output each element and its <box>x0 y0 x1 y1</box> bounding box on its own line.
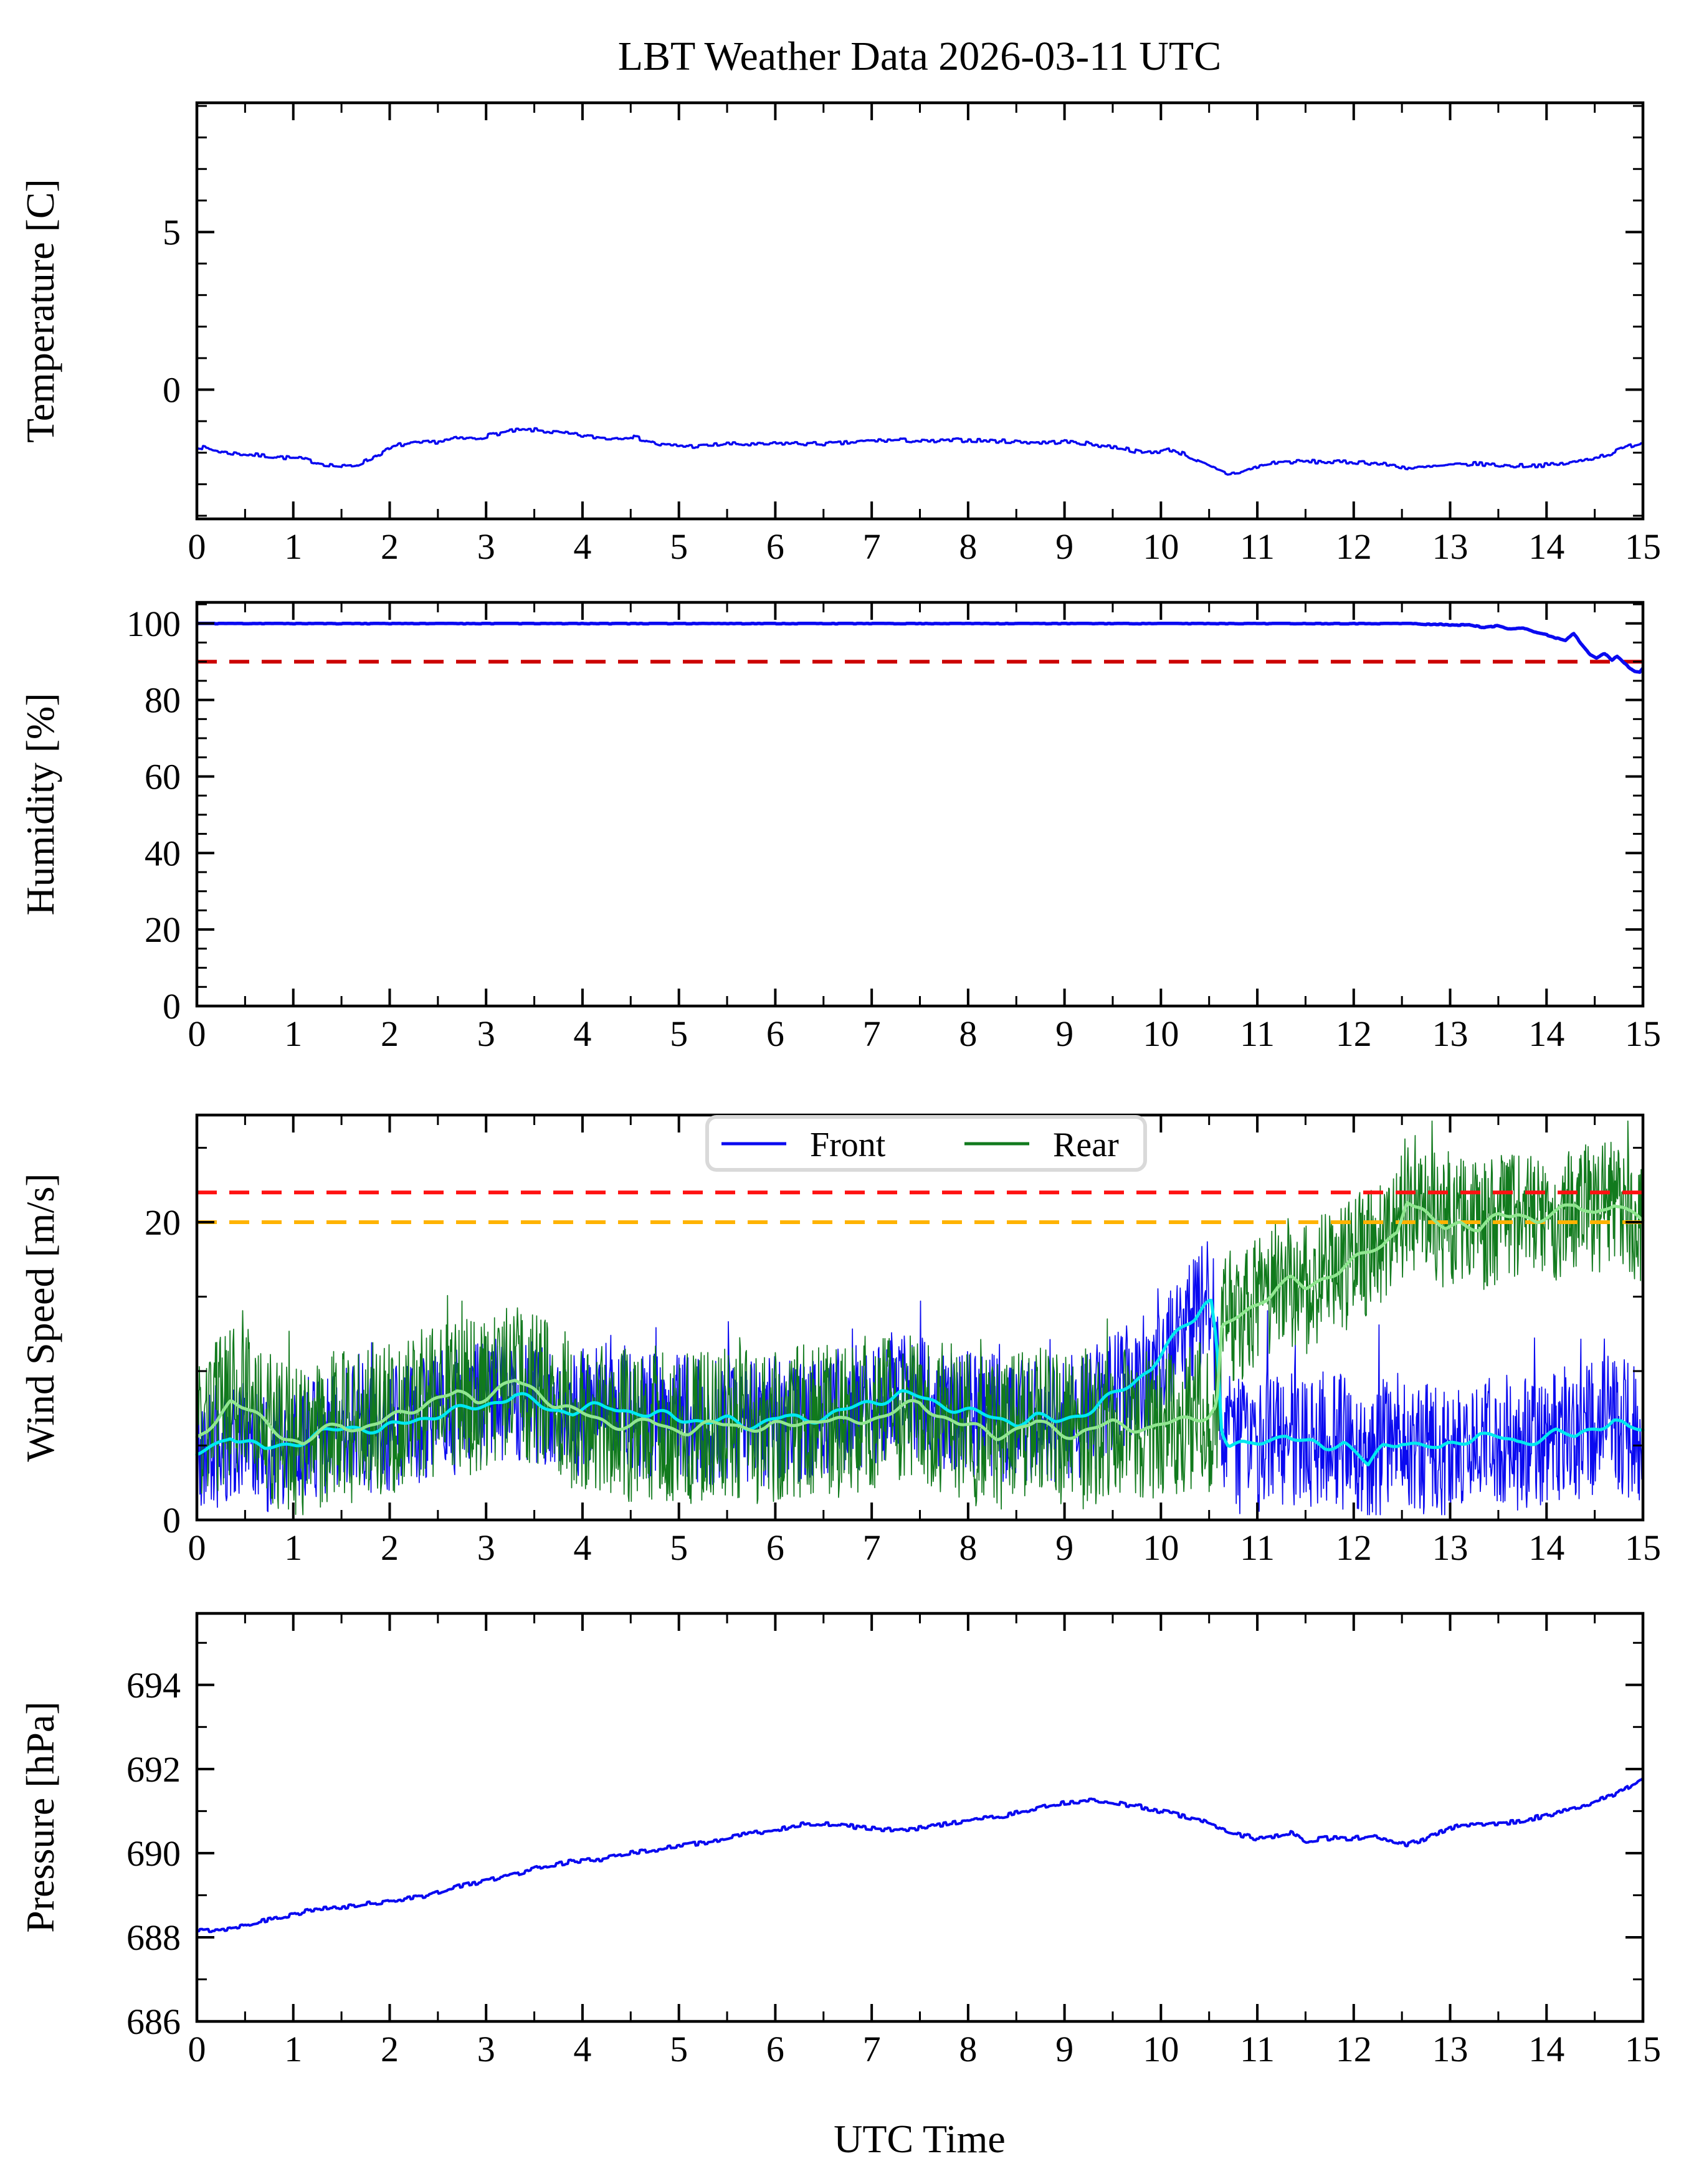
series-pressure <box>196 1777 1644 1934</box>
x-tick-label: 10 <box>1143 1527 1179 1568</box>
y-tick-label: 40 <box>145 833 181 873</box>
x-tick-label: 8 <box>959 2029 977 2069</box>
x-tick-label: 2 <box>381 1014 399 1054</box>
legend-box <box>705 1115 1147 1172</box>
x-tick-label: 4 <box>573 526 591 567</box>
x-tick-label: 5 <box>670 1014 688 1054</box>
x-tick-label: 13 <box>1432 2029 1468 2069</box>
y-tick-label: 0 <box>163 986 181 1027</box>
x-tick-label: 12 <box>1336 526 1372 567</box>
x-tick-label: 11 <box>1240 1014 1275 1054</box>
legend-front-label: Front <box>810 1126 886 1164</box>
x-axis-label: UTC Time <box>834 2117 1006 2161</box>
x-tick-label: 15 <box>1625 2029 1661 2069</box>
x-tick-label: 10 <box>1143 2029 1179 2069</box>
x-tick-label: 6 <box>766 2029 784 2069</box>
y-tick-label: 690 <box>126 1833 181 1874</box>
y-tick-label: 5 <box>163 212 181 252</box>
y-tick-label: 692 <box>126 1749 181 1790</box>
x-tick-label: 5 <box>670 1527 688 1568</box>
wind-legend: Front Rear <box>705 1115 1147 1172</box>
y-axis-label-pressure: Pressure [hPa] <box>18 1701 62 1932</box>
x-tick-label: 11 <box>1240 1527 1275 1568</box>
axes-frame-temperature <box>195 101 1645 521</box>
x-tick-label: 8 <box>959 1527 977 1568</box>
x-tick-label: 1 <box>284 526 302 567</box>
x-tick-label: 1 <box>284 1527 302 1568</box>
x-tick-label: 6 <box>766 1014 784 1054</box>
x-tick-label: 9 <box>1055 1014 1073 1054</box>
x-tick-label: 10 <box>1143 1014 1179 1054</box>
y-axis-label-humidity: Humidity [%] <box>18 693 62 915</box>
y-tick-label: 20 <box>145 1202 181 1243</box>
x-tick-label: 1 <box>284 2029 302 2069</box>
y-tick-label: 100 <box>126 604 181 644</box>
x-tick-label: 3 <box>477 1527 495 1568</box>
x-tick-label: 15 <box>1625 1527 1661 1568</box>
x-tick-label: 9 <box>1055 2029 1073 2069</box>
x-tick-label: 11 <box>1240 2029 1275 2069</box>
x-tick-label: 1 <box>284 1014 302 1054</box>
series-temperature <box>196 427 1644 476</box>
x-tick-label: 7 <box>863 1014 881 1054</box>
x-tick-label: 9 <box>1055 526 1073 567</box>
figure-title: LBT Weather Data 2026-03-11 UTC <box>618 34 1222 79</box>
y-tick-label: 80 <box>145 680 181 721</box>
x-tick-label: 8 <box>959 526 977 567</box>
x-tick-label: 10 <box>1143 526 1179 567</box>
x-tick-label: 3 <box>477 1014 495 1054</box>
series-humidity <box>196 622 1645 674</box>
x-tick-label: 12 <box>1336 1014 1372 1054</box>
y-tick-label: 0 <box>163 1500 181 1541</box>
y-tick-label: 60 <box>145 756 181 797</box>
y-tick-label: 694 <box>126 1665 181 1706</box>
x-tick-label: 14 <box>1528 1014 1564 1054</box>
x-tick-label: 5 <box>670 526 688 567</box>
x-tick-label: 3 <box>477 2029 495 2069</box>
x-tick-label: 0 <box>188 1014 206 1054</box>
x-tick-label: 4 <box>573 2029 591 2069</box>
x-tick-label: 0 <box>188 526 206 567</box>
x-tick-label: 9 <box>1055 1527 1073 1568</box>
x-tick-label: 7 <box>863 1527 881 1568</box>
x-tick-label: 6 <box>766 526 784 567</box>
x-tick-label: 13 <box>1432 1014 1468 1054</box>
y-tick-label: 0 <box>163 370 181 411</box>
legend-rear-label: Rear <box>1053 1126 1119 1164</box>
x-tick-label: 11 <box>1240 526 1275 567</box>
y-tick-label: 20 <box>145 909 181 950</box>
x-tick-label: 2 <box>381 526 399 567</box>
x-tick-label: 0 <box>188 1527 206 1568</box>
x-tick-label: 8 <box>959 1014 977 1054</box>
x-tick-label: 12 <box>1336 1527 1372 1568</box>
x-tick-label: 14 <box>1528 2029 1564 2069</box>
x-tick-label: 12 <box>1336 2029 1372 2069</box>
x-tick-label: 2 <box>381 2029 399 2069</box>
x-tick-label: 3 <box>477 526 495 567</box>
x-tick-label: 7 <box>863 2029 881 2069</box>
series-front-mean <box>195 1298 1645 1466</box>
x-tick-label: 0 <box>188 2029 206 2069</box>
y-tick-label: 688 <box>126 1917 181 1958</box>
x-tick-label: 15 <box>1625 526 1661 567</box>
x-tick-label: 13 <box>1432 526 1468 567</box>
x-tick-label: 4 <box>573 1014 591 1054</box>
x-tick-label: 7 <box>863 526 881 567</box>
x-tick-label: 5 <box>670 2029 688 2069</box>
x-tick-label: 6 <box>766 1527 784 1568</box>
x-tick-label: 13 <box>1432 1527 1468 1568</box>
x-tick-label: 14 <box>1528 1527 1564 1568</box>
y-axis-label-wind-speed: Wind Speed [m/s] <box>18 1173 62 1461</box>
x-tick-label: 15 <box>1625 1014 1661 1054</box>
x-tick-label: 4 <box>573 1527 591 1568</box>
axes-frame-pressure <box>195 1612 1645 2023</box>
x-tick-label: 14 <box>1528 526 1564 567</box>
y-axis-label-temperature: Temperature [C] <box>18 179 62 443</box>
series-rear-mean <box>195 1201 1645 1446</box>
x-tick-label: 2 <box>381 1527 399 1568</box>
y-tick-label: 686 <box>126 2001 181 2042</box>
